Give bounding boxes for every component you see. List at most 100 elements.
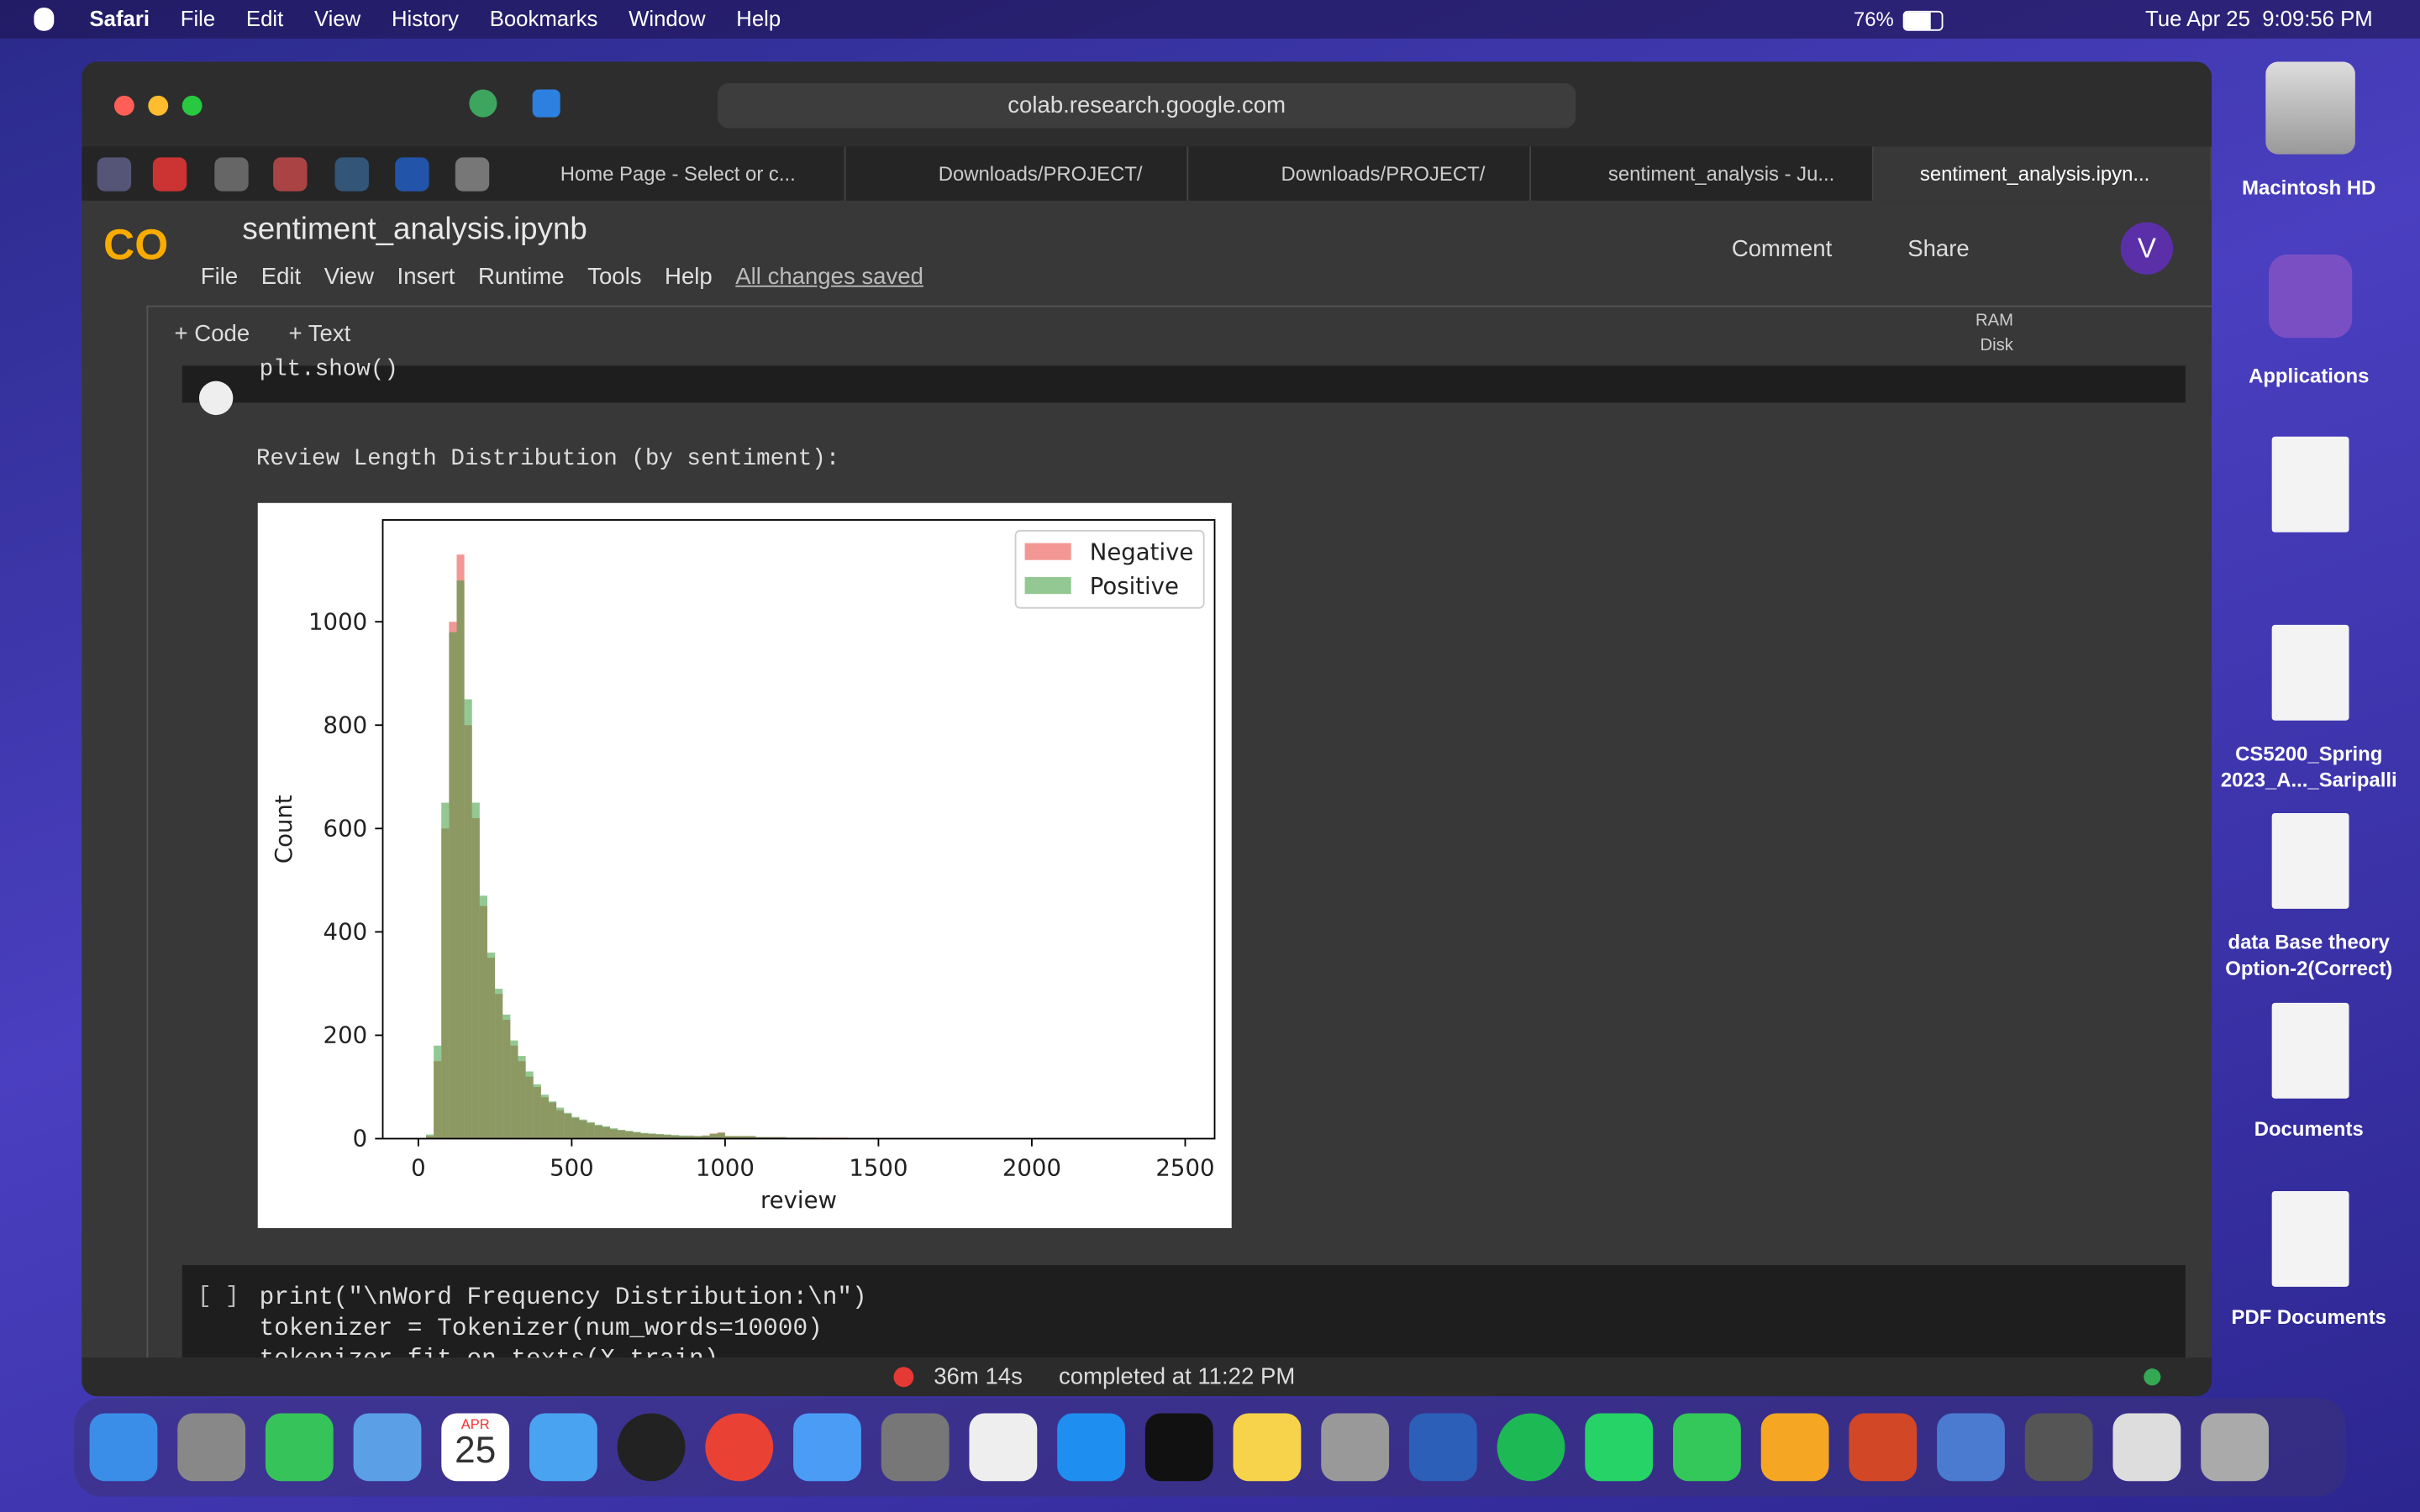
hist-bar (495, 989, 503, 1139)
dock-icon[interactable] (265, 1413, 334, 1482)
desktop-label[interactable]: Macintosh HD (2242, 176, 2376, 199)
trash-icon[interactable] (2201, 1413, 2270, 1482)
menu-item[interactable]: Window (629, 6, 706, 31)
hist-bar (502, 1014, 511, 1139)
address-bar[interactable]: colab.research.google.com (718, 83, 1576, 129)
y-tick-label: 200 (324, 1022, 368, 1049)
avatar[interactable]: V (2120, 222, 2174, 275)
grammarly-icon[interactable] (469, 89, 497, 118)
legend-label: Positive (1090, 573, 1179, 600)
menu-item[interactable]: File (200, 264, 239, 291)
share-button[interactable]: Share (1907, 236, 1970, 263)
menu-item[interactable]: Edit (260, 264, 302, 291)
apple-icon[interactable] (34, 8, 55, 31)
hist-bar (724, 1136, 756, 1139)
favicon[interactable] (214, 157, 249, 192)
zoom-button[interactable] (182, 95, 203, 116)
menu-item[interactable]: Help (736, 6, 781, 31)
hist-bar (602, 1126, 611, 1139)
hd-icon[interactable] (2265, 61, 2355, 155)
favicon[interactable] (395, 157, 429, 192)
dock-icon[interactable] (1233, 1413, 1302, 1482)
dock-icon[interactable] (969, 1413, 1038, 1482)
hist-bar (633, 1131, 641, 1139)
favicon[interactable] (455, 157, 490, 192)
legend-label: Negative (1090, 539, 1194, 566)
dock-icon[interactable] (1408, 1413, 1477, 1482)
dock-icon[interactable] (353, 1413, 422, 1482)
favicon[interactable] (152, 157, 187, 192)
apps-icon[interactable] (2269, 255, 2353, 339)
favicon[interactable] (273, 157, 308, 192)
tab-active[interactable]: sentiment_analysis.ipyn... (1873, 146, 2212, 201)
doc-icon[interactable] (2271, 1190, 2349, 1287)
dock-icon[interactable] (881, 1413, 950, 1482)
doc-icon[interactable] (2271, 436, 2349, 533)
close-button[interactable] (113, 95, 134, 116)
add-code[interactable]: + Code (174, 321, 250, 348)
tab[interactable]: Downloads/PROJECT/ (1188, 146, 1532, 201)
dock-icon[interactable] (1849, 1413, 1918, 1482)
dock-icon[interactable] (177, 1413, 246, 1482)
dock-icon[interactable] (617, 1413, 686, 1482)
favicon[interactable] (334, 157, 369, 192)
menu-item[interactable]: History (391, 6, 459, 31)
menu-item[interactable]: Tools (587, 264, 642, 291)
dock-icon[interactable] (1937, 1413, 2005, 1482)
menu-item[interactable]: Insert (397, 264, 455, 291)
menu-item[interactable]: View (324, 264, 375, 291)
colab-logo[interactable]: CO (103, 220, 169, 269)
dock-icon[interactable] (1760, 1413, 1829, 1482)
minimize-button[interactable] (148, 95, 169, 116)
tab[interactable]: sentiment_analysis - Ju... (1531, 146, 1874, 201)
desktop-label[interactable]: Applications (2249, 364, 2370, 388)
favicon[interactable] (97, 157, 132, 192)
clock[interactable]: Tue Apr 25 9:09:56 PM (2145, 6, 2373, 31)
hist-bar (610, 1128, 618, 1139)
run-button[interactable] (198, 381, 234, 416)
code-cell: [ ] print("\nWord Frequency Distribution… (182, 1265, 2186, 1358)
calendar-icon[interactable]: APR 25 (441, 1413, 510, 1482)
dock-icon[interactable] (793, 1413, 861, 1482)
x-tick-label: 0 (411, 1155, 426, 1182)
desktop-label[interactable]: data Base theory Option-2(Correct) (2225, 930, 2393, 980)
disk-label: Disk (1980, 336, 2013, 355)
tab[interactable]: Home Page - Select or c... (514, 146, 846, 201)
dock-icon[interactable] (1144, 1413, 1213, 1482)
menu-item[interactable]: View (313, 6, 361, 31)
tab[interactable]: Downloads/PROJECT/ (846, 146, 1189, 201)
doc-icon[interactable] (2271, 812, 2349, 909)
save-status[interactable]: All changes saved (735, 264, 923, 291)
code-line: print("\nWord Frequency Distribution:\n"… (259, 1284, 867, 1312)
desktop-label[interactable]: Documents (2254, 1116, 2364, 1141)
menu-item[interactable]: File (180, 6, 216, 31)
dock-icon[interactable] (2112, 1413, 2181, 1482)
menu-item[interactable]: Edit (245, 6, 284, 31)
code-line: tokenizer = Tokenizer(num_words=10000) (259, 1314, 823, 1342)
doc-icon[interactable] (2271, 1002, 2349, 1099)
status-dot (2144, 1368, 2161, 1386)
dock-icon[interactable] (1497, 1413, 1565, 1482)
desktop-label[interactable]: CS5200_Spring 2023_A..._Saripalli (2220, 742, 2397, 792)
x-tick-label: 1500 (849, 1155, 908, 1182)
dock-icon[interactable] (1673, 1413, 1741, 1482)
extension-icon[interactable] (532, 89, 560, 118)
battery[interactable]: 76% (1853, 8, 1894, 31)
dock-icon[interactable] (529, 1413, 597, 1482)
desktop-label[interactable]: PDF Documents (2231, 1305, 2386, 1329)
add-text[interactable]: + Text (288, 321, 351, 348)
dock-icon[interactable] (1321, 1413, 1390, 1482)
dock-icon[interactable] (1585, 1413, 1654, 1482)
menu-item[interactable]: Runtime (478, 264, 565, 291)
menu-item[interactable]: Bookmarks (489, 6, 598, 31)
doc-icon[interactable] (2271, 624, 2349, 721)
menu-item[interactable]: Help (665, 264, 713, 291)
dock-icon[interactable] (2024, 1413, 2093, 1482)
dock-icon[interactable] (89, 1413, 158, 1482)
dock-icon[interactable] (705, 1413, 774, 1482)
comment-button[interactable]: Comment (1731, 236, 1833, 263)
dock-icon[interactable] (1057, 1413, 1125, 1482)
app-menu[interactable]: Safari (89, 6, 150, 31)
hist-bar (694, 1136, 702, 1139)
notebook-name[interactable]: sentiment_analysis.ipynb (242, 213, 587, 247)
